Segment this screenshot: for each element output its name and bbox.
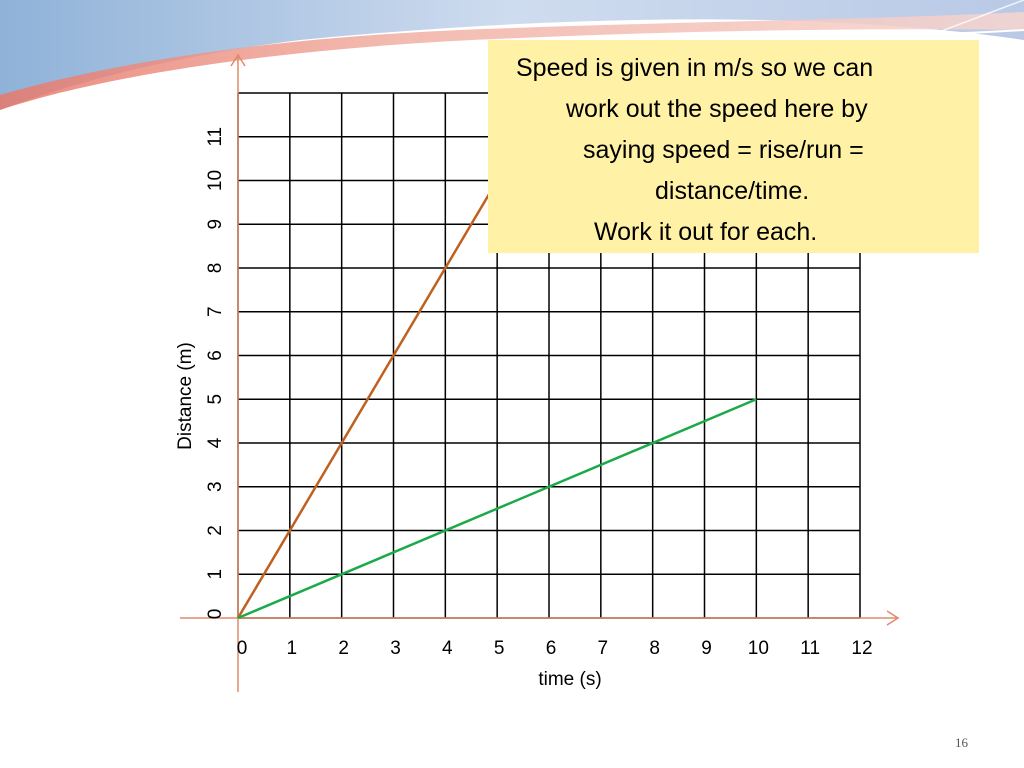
y-tick-label: 5 <box>205 394 226 405</box>
callout-line-2: work out the speed here by <box>566 95 868 123</box>
series-line-2 <box>237 398 757 620</box>
x-tick-label: 2 <box>338 638 349 659</box>
chart-series <box>236 179 757 620</box>
y-tick-label: 7 <box>205 306 226 317</box>
x-tick-label: 4 <box>442 638 453 659</box>
y-tick-label: 3 <box>205 481 226 492</box>
x-tick-label: 11 <box>800 638 820 659</box>
y-tick-label: 10 <box>205 170 226 191</box>
y-tick-label: 0 <box>205 609 226 620</box>
x-tick-label: 0 <box>237 638 248 659</box>
x-tick-label: 1 <box>287 638 298 659</box>
y-axis-arrowhead <box>230 53 246 67</box>
callout-line-1: Speed is given in m/s so we can <box>516 54 874 82</box>
x-axis-arrowhead <box>886 610 900 626</box>
series-line-1 <box>236 179 499 619</box>
callout-line-4: distance/time. <box>655 177 810 205</box>
x-tick-label: 10 <box>748 638 769 659</box>
callout-line-3: saying speed = rise/run = <box>583 136 864 164</box>
callout-line-5: Work it out for each. <box>594 218 818 246</box>
slide-number: 16 <box>955 735 968 750</box>
y-tick-label: 8 <box>205 263 226 274</box>
x-tick-label: 9 <box>701 638 712 659</box>
y-tick-label: 4 <box>205 437 226 448</box>
x-axis-label: time (s) <box>538 669 601 690</box>
x-tick-labels: 0 1 2 3 4 5 6 7 8 9 10 11 12 <box>237 638 873 659</box>
chart-axes <box>180 53 900 692</box>
x-tick-label: 12 <box>851 638 872 659</box>
y-axis-label: Distance (m) <box>175 342 196 450</box>
y-tick-label: 11 <box>205 127 226 147</box>
speed-explanation-callout: Speed is given in m/s so we can work out… <box>488 40 979 253</box>
x-tick-label: 5 <box>494 638 505 659</box>
y-tick-labels: 0 1 2 3 4 5 6 7 8 9 10 11 <box>205 127 226 619</box>
x-tick-label: 6 <box>546 638 557 659</box>
x-tick-label: 7 <box>598 638 609 659</box>
x-tick-label: 3 <box>390 638 401 659</box>
y-tick-label: 9 <box>205 219 226 230</box>
y-tick-label: 6 <box>205 350 226 361</box>
x-tick-label: 8 <box>649 638 660 659</box>
y-tick-label: 2 <box>205 525 226 536</box>
y-tick-label: 1 <box>205 569 226 580</box>
